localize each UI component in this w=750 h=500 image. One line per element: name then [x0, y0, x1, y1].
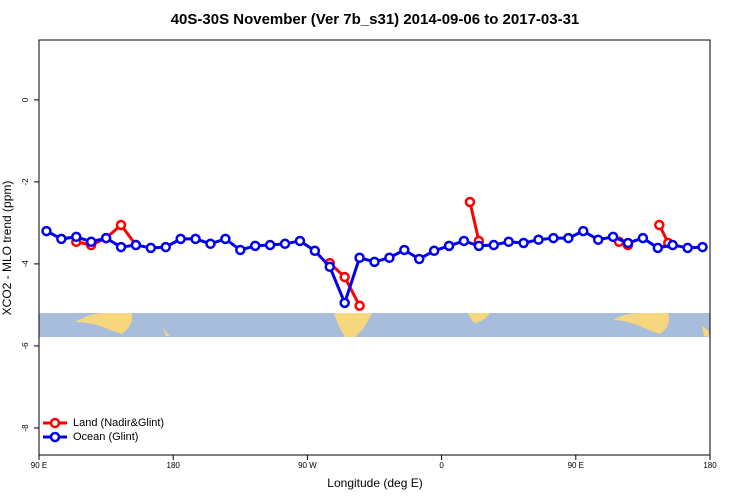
legend-label: Ocean (Glint) [73, 431, 138, 443]
x-tick-label: 180 [167, 461, 181, 470]
data-point [533, 234, 544, 245]
data-point [473, 240, 485, 252]
data-point [71, 231, 82, 243]
y-axis-label: XCO2 - MLO trend (ppm) [0, 181, 14, 316]
data-point [518, 237, 529, 249]
data-point [428, 245, 440, 257]
data-point [488, 239, 500, 251]
data-point [697, 241, 708, 253]
data-point [607, 231, 619, 243]
data-point [324, 261, 336, 273]
data-point [354, 252, 365, 264]
data-point [548, 232, 559, 244]
x-tick-label: 90 E [568, 461, 584, 470]
data-point [100, 232, 112, 244]
data-point [652, 242, 664, 254]
data-point [464, 196, 476, 208]
x-tick-label: 90 W [298, 461, 317, 470]
x-axis-label: Longitude (deg E) [327, 476, 422, 490]
data-point [160, 241, 171, 253]
data-point [667, 239, 678, 251]
data-point [309, 245, 321, 257]
data-point [175, 233, 186, 245]
data-point [399, 244, 410, 256]
map-band [39, 313, 710, 337]
data-point [458, 235, 470, 247]
data-point [563, 232, 574, 244]
data-point [637, 232, 649, 244]
data-point [384, 252, 395, 264]
x-tick-label: 90 E [31, 461, 47, 470]
data-point [443, 240, 455, 252]
y-tick-label: -2 [21, 178, 30, 186]
data-point [145, 242, 157, 254]
data-point [578, 225, 589, 237]
legend-marker [49, 431, 61, 443]
plot-frame [38, 39, 711, 456]
data-point [339, 297, 350, 309]
data-point [354, 300, 365, 311]
data-point [115, 241, 127, 253]
data-point [413, 253, 425, 265]
data-point [503, 236, 514, 248]
data-point [682, 242, 693, 254]
data-point [190, 233, 201, 245]
x-tick-label: 0 [439, 461, 444, 470]
data-point [592, 234, 604, 245]
data-point [249, 240, 261, 252]
data-point [130, 239, 142, 251]
chart-title: 40S-30S November (Ver 7b_s31) 2014-09-06… [171, 11, 580, 28]
data-point [294, 235, 306, 247]
series-line [75, 201, 670, 307]
data-point [235, 244, 246, 256]
data-point [115, 219, 127, 231]
data-point [654, 219, 665, 231]
y-tick-label: -8 [21, 424, 30, 432]
legend-label: Land (Nadir&Glint) [73, 417, 164, 429]
data-point [85, 236, 97, 248]
data-point [622, 237, 634, 249]
x-tick-label: 180 [703, 461, 717, 470]
data-point [205, 238, 216, 250]
data-point [56, 233, 67, 245]
y-tick-label: -4 [21, 260, 30, 268]
y-tick-label: -6 [21, 342, 30, 350]
y-tick-label: 0 [21, 97, 30, 102]
data-point [41, 225, 52, 237]
data-point [279, 238, 291, 250]
data-point [264, 239, 276, 251]
data-point [339, 271, 350, 283]
data-point [220, 233, 231, 245]
data-point [369, 256, 380, 268]
legend-marker [49, 417, 61, 429]
